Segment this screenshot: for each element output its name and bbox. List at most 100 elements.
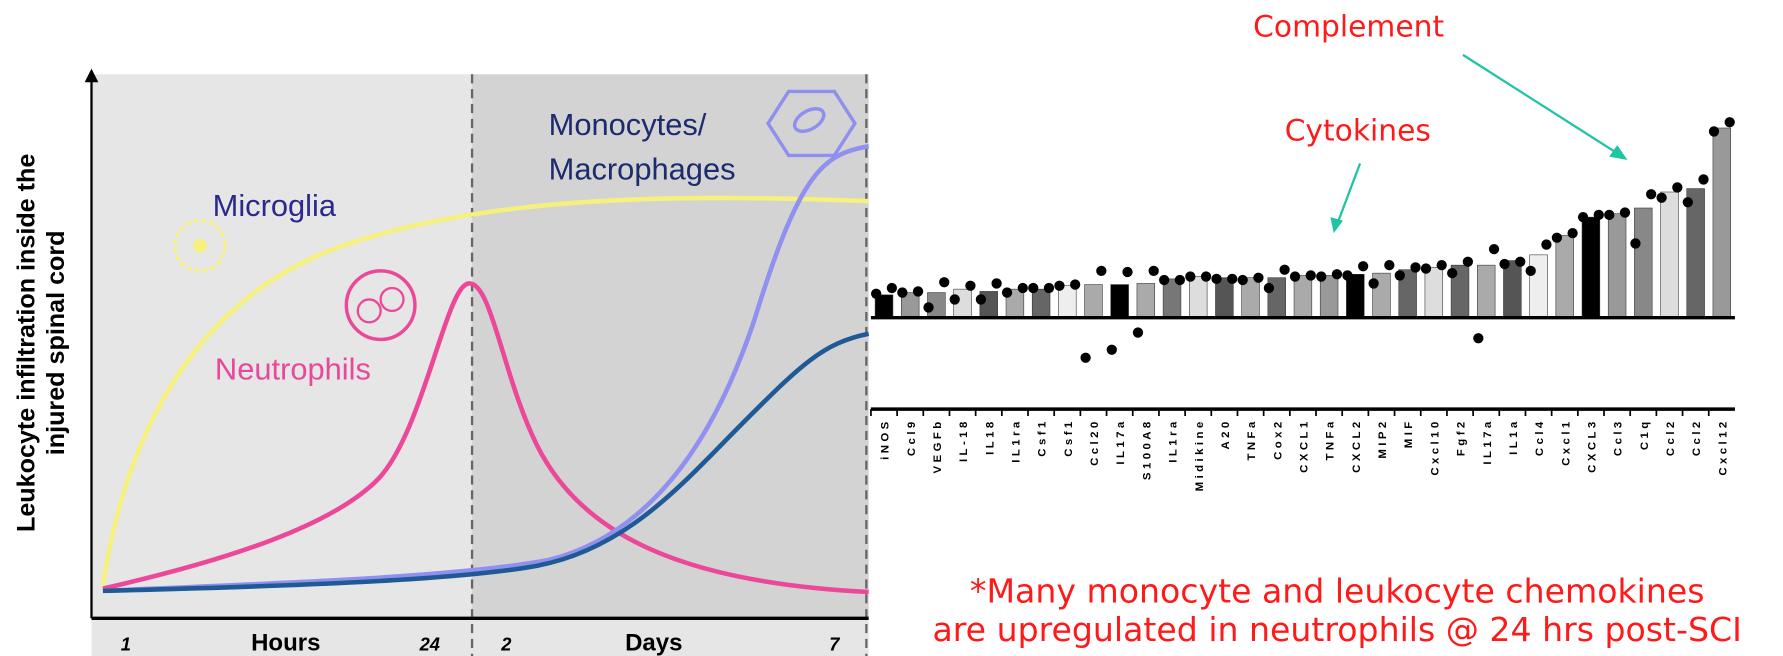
x-label: Hours — [251, 629, 320, 656]
data-point — [1175, 275, 1185, 285]
data-point — [1515, 257, 1525, 267]
data-point — [991, 278, 1001, 288]
y-axis-label: injured spinal cord — [42, 230, 70, 455]
data-point — [1227, 274, 1237, 284]
x-tick-label: VEGFb — [932, 418, 944, 473]
curve-label: Neutrophils — [215, 351, 371, 386]
x-label: 24 — [419, 633, 440, 654]
bar — [1189, 277, 1207, 318]
bar-chart: Complement Cytokines *Many monocyte and … — [871, 10, 1742, 650]
x-tick-label: S100A8 — [1141, 418, 1153, 480]
data-point — [1306, 270, 1316, 280]
data-point — [1489, 244, 1499, 254]
curve-label: Monocytes/ — [549, 107, 707, 142]
data-point — [1201, 271, 1211, 281]
data-point — [923, 302, 933, 312]
annotation: Cytokines — [1285, 114, 1431, 149]
data-point — [1421, 263, 1431, 273]
data-point — [1672, 182, 1682, 192]
x-tick-label: MIP2 — [1377, 418, 1389, 458]
arrow-head — [1609, 145, 1627, 160]
x-tick-label: iNOS — [880, 418, 892, 460]
data-point — [1526, 266, 1536, 276]
data-point — [1002, 287, 1012, 297]
data-point — [1133, 327, 1143, 337]
data-point — [1384, 260, 1394, 270]
data-point — [1683, 197, 1693, 207]
data-point — [1604, 210, 1614, 220]
x-tick-label: IL1ra — [1011, 418, 1023, 462]
bar — [1713, 128, 1731, 318]
bar — [1320, 275, 1338, 317]
bar — [1661, 192, 1679, 318]
data-point — [1264, 283, 1274, 293]
x-tick-label: CXCL2 — [1351, 418, 1363, 473]
footnote: are upregulated in neutrophils @ 24 hrs … — [932, 610, 1741, 649]
data-point — [1253, 273, 1263, 283]
x-tick-label: TNFa — [1325, 418, 1337, 460]
bar — [1085, 285, 1103, 318]
x-tick-label: Ccl4 — [1534, 418, 1546, 456]
data-point — [1107, 345, 1117, 355]
data-point — [1410, 262, 1420, 272]
data-point — [1709, 126, 1719, 136]
data-point — [1447, 268, 1457, 278]
bar — [1477, 265, 1495, 318]
data-point — [1620, 207, 1630, 217]
x-tick-label: Cxcl12 — [1717, 418, 1729, 475]
x-tick-label: Midikine — [1194, 418, 1206, 491]
data-point — [1332, 269, 1342, 279]
bar — [1608, 214, 1626, 318]
data-point — [1290, 271, 1300, 281]
data-point — [1185, 271, 1195, 281]
data-point — [1646, 189, 1656, 199]
bar — [1530, 255, 1548, 318]
curve-label: Microglia — [213, 188, 337, 223]
x-tick-label: Cxcl10 — [1429, 418, 1441, 475]
x-tick-label: TNFa — [1246, 418, 1258, 460]
x-label: 1 — [121, 633, 131, 654]
x-tick-label: MIF — [1403, 418, 1415, 448]
data-point — [1725, 117, 1735, 127]
x-tick-label: Ccl3 — [1613, 418, 1625, 456]
data-point — [1395, 270, 1405, 280]
data-point — [1541, 239, 1551, 249]
data-point — [1018, 283, 1028, 293]
data-point — [1578, 212, 1588, 222]
x-tick-label: Ccl2 — [1665, 418, 1677, 456]
data-point — [1028, 283, 1038, 293]
data-point — [1080, 353, 1090, 363]
x-label: Days — [625, 629, 682, 656]
x-tick-label: Cox2 — [1272, 418, 1284, 460]
x-label: 7 — [829, 633, 840, 654]
data-point — [1567, 228, 1577, 238]
data-point — [1096, 266, 1106, 276]
x-tick-label: IL18 — [984, 418, 996, 455]
x-label: 2 — [500, 633, 511, 654]
bar — [1556, 235, 1574, 317]
figure: Leukocyte infiltration inside the injure… — [0, 0, 1783, 656]
data-point — [1437, 260, 1447, 270]
data-point — [1238, 275, 1248, 285]
schematic: Leukocyte infiltration inside the injure… — [12, 69, 868, 656]
bar — [1032, 289, 1050, 318]
data-point — [1368, 278, 1378, 288]
x-tick-label: Fgf2 — [1456, 418, 1468, 456]
x-tick-label: Csf1 — [1063, 418, 1075, 456]
data-point — [1342, 270, 1352, 280]
data-point — [913, 286, 923, 296]
data-point — [1159, 275, 1169, 285]
curve-label: Macrophages — [549, 151, 736, 186]
bar — [1346, 274, 1364, 317]
data-point — [1499, 259, 1509, 269]
data-point — [1316, 271, 1326, 281]
y-axis-label: Leukocyte infiltration inside the — [12, 154, 40, 532]
x-tick-label: IL17a — [1115, 418, 1127, 464]
x-tick-label: IL1ra — [1168, 418, 1180, 462]
bar — [1137, 283, 1155, 317]
data-point — [1463, 257, 1473, 267]
x-tick-label: Cxcl1 — [1560, 418, 1572, 466]
x-tick-label: CXCL1 — [1299, 418, 1311, 473]
x-tick-label: Ccl2 — [1691, 418, 1703, 456]
bar — [1503, 261, 1521, 318]
